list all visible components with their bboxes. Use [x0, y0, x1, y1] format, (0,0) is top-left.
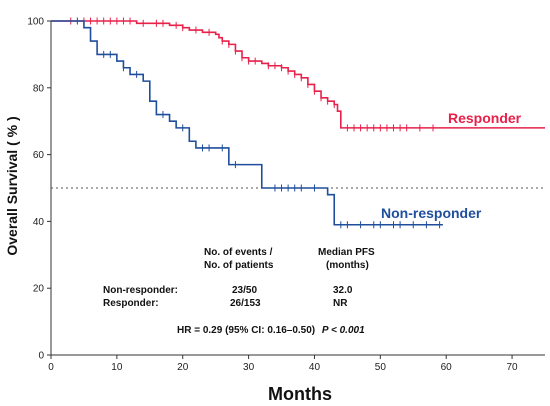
y-axis-title: Overall Survival ( % ) — [4, 116, 20, 255]
series-line-non-responder — [51, 20, 443, 226]
header-median-line2: (months) — [326, 260, 369, 271]
x-tick-label: 10 — [111, 362, 123, 373]
x-tick-label: 30 — [243, 362, 255, 373]
x-tick-label: 40 — [309, 362, 321, 373]
y-tick-label: 40 — [33, 217, 45, 228]
y-tick-label: 0 — [38, 351, 44, 362]
responder-median: NR — [333, 298, 348, 309]
x-tick-label: 70 — [507, 362, 519, 373]
p-value: P < 0.001 — [322, 325, 365, 336]
y-tick-label: 60 — [33, 150, 45, 161]
x-tick-label: 0 — [48, 362, 54, 373]
x-tick-label: 20 — [177, 362, 189, 373]
nonresponder-median: 32.0 — [333, 285, 353, 296]
responder-row-label: Responder: — [103, 298, 159, 309]
header-events-line2: No. of patients — [204, 260, 274, 271]
x-axis-title: Months — [268, 384, 332, 404]
y-tick-label: 20 — [33, 284, 45, 295]
nonresponder-events: 23/50 — [232, 285, 257, 296]
x-tick-label: 50 — [375, 362, 387, 373]
header-median-line1: Median PFS — [318, 247, 375, 258]
hazard-ratio-text: HR = 0.29 (95% CI: 0.16–0.50) P < 0.001 — [177, 325, 365, 336]
series-label-non-responder: Non-responder — [381, 205, 482, 221]
y-tick-label: 100 — [27, 17, 44, 28]
x-tick-label: 60 — [441, 362, 453, 373]
chart-marks: 0 10 20 30 40 50 60 70 0 20 40 60 80 100 — [27, 17, 545, 373]
header-events-line1: No. of events / — [204, 247, 273, 258]
hazard-ratio-main: HR = 0.29 (95% CI: 0.16–0.50) — [177, 325, 315, 336]
nonresponder-row-label: Non-responder: — [103, 285, 178, 296]
responder-events: 26/153 — [230, 298, 261, 309]
series-line-responder — [51, 20, 545, 129]
series-label-responder: Responder — [448, 110, 522, 126]
y-tick-label: 80 — [33, 83, 45, 94]
